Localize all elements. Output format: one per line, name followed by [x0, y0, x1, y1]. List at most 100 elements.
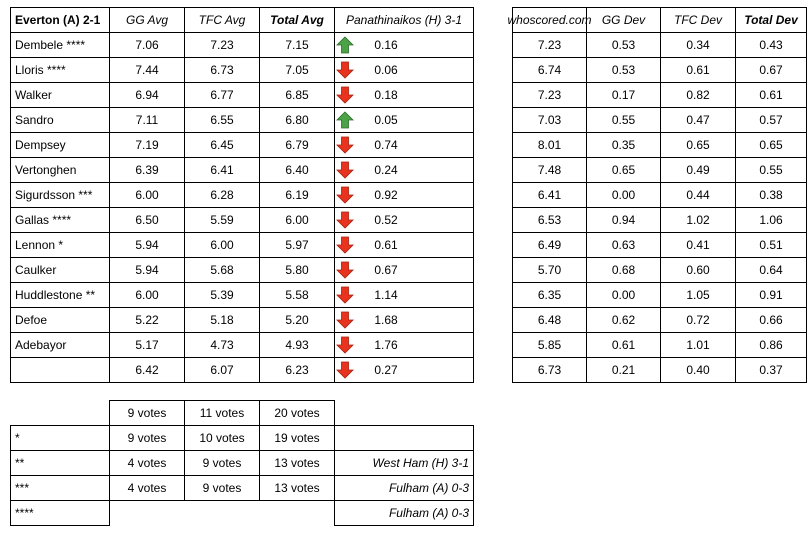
tfc-avg: 6.41 — [184, 157, 260, 183]
dev-cell: 0.61 — [660, 57, 736, 83]
gg-avg: 5.94 — [109, 232, 185, 258]
trend-arrow — [336, 61, 354, 79]
trend-arrow — [336, 136, 354, 154]
dev-cell: 0.62 — [586, 307, 661, 333]
player-name: Gallas **** — [10, 207, 110, 233]
dev-cell: 0.37 — [735, 357, 807, 383]
change: 0.61 — [334, 232, 474, 258]
gg-avg: 6.00 — [109, 282, 185, 308]
dev-cell: 0.72 — [660, 307, 736, 333]
dev-cell: 0.51 — [735, 232, 807, 258]
change: 1.68 — [334, 307, 474, 333]
header-cell: whoscored.com — [507, 7, 592, 33]
trend-arrow — [336, 111, 354, 129]
player-name: Adebayor — [10, 332, 110, 358]
dev-cell: 7.23 — [512, 82, 587, 108]
dev-cell: 0.67 — [735, 57, 807, 83]
dev-cell: 0.17 — [586, 82, 661, 108]
dev-cell: 8.01 — [512, 132, 587, 158]
header-cell: TFC Avg — [184, 7, 260, 33]
total-avg: 4.93 — [259, 332, 335, 358]
dev-cell: 0.65 — [586, 157, 661, 183]
tfc-avg: 4.73 — [184, 332, 260, 358]
gg-avg: 6.39 — [109, 157, 185, 183]
dev-cell: 0.64 — [735, 257, 807, 283]
dev-cell: 5.70 — [512, 257, 587, 283]
tfc-avg: 5.59 — [184, 207, 260, 233]
gg-avg: 7.44 — [109, 57, 185, 83]
trend-arrow — [336, 261, 354, 279]
change: 0.18 — [334, 82, 474, 108]
dev-cell: 0.60 — [660, 257, 736, 283]
votes-cell: Fulham (A) 0-3 — [334, 475, 474, 501]
gg-avg: 7.11 — [109, 107, 185, 133]
dev-cell: 0.38 — [735, 182, 807, 208]
dev-cell: 0.44 — [660, 182, 736, 208]
votes-cell: 9 votes — [184, 450, 260, 476]
dev-cell: 6.73 — [512, 357, 587, 383]
dev-cell: 0.00 — [586, 182, 661, 208]
dev-cell: 0.63 — [586, 232, 661, 258]
dev-cell: 0.91 — [735, 282, 807, 308]
total-avg: 5.97 — [259, 232, 335, 258]
dev-cell: 6.48 — [512, 307, 587, 333]
dev-cell: 1.06 — [735, 207, 807, 233]
dev-cell: 7.03 — [512, 107, 587, 133]
change: 0.52 — [334, 207, 474, 233]
votes-cell: *** — [10, 475, 110, 501]
dev-cell: 0.49 — [660, 157, 736, 183]
gg-avg: 5.94 — [109, 257, 185, 283]
tfc-avg: 5.39 — [184, 282, 260, 308]
dev-cell: 0.61 — [735, 82, 807, 108]
votes-cell: 13 votes — [259, 450, 335, 476]
change: 0.16 — [334, 32, 474, 58]
tfc-avg: 6.00 — [184, 232, 260, 258]
header-cell: Panathinaikos (H) 3-1 — [334, 7, 474, 33]
header-cell: Total Dev — [735, 7, 807, 33]
dev-cell: 5.85 — [512, 332, 587, 358]
dev-cell: 0.86 — [735, 332, 807, 358]
trend-arrow — [336, 286, 354, 304]
dev-cell: 1.02 — [660, 207, 736, 233]
dev-cell: 0.53 — [586, 57, 661, 83]
votes-cell: ** — [10, 450, 110, 476]
votes-cell: 4 votes — [109, 450, 185, 476]
change: 0.67 — [334, 257, 474, 283]
header-cell: GG Avg — [109, 7, 185, 33]
change: 0.27 — [334, 357, 474, 383]
total-avg: 5.80 — [259, 257, 335, 283]
dev-cell: 0.21 — [586, 357, 661, 383]
total-avg: 6.40 — [259, 157, 335, 183]
dev-cell: 6.41 — [512, 182, 587, 208]
votes-cell: **** — [10, 500, 110, 526]
player-name: Dembele **** — [10, 32, 110, 58]
change: 0.06 — [334, 57, 474, 83]
total-avg: 6.79 — [259, 132, 335, 158]
dev-cell: 0.34 — [660, 32, 736, 58]
header-cell: Total Avg — [259, 7, 335, 33]
total-avg: 5.58 — [259, 282, 335, 308]
change: 0.24 — [334, 157, 474, 183]
total-avg: 6.85 — [259, 82, 335, 108]
dev-cell: 1.01 — [660, 332, 736, 358]
tfc-avg: 6.28 — [184, 182, 260, 208]
gg-avg: 7.19 — [109, 132, 185, 158]
dev-cell: 0.43 — [735, 32, 807, 58]
dev-cell: 0.94 — [586, 207, 661, 233]
votes-cell — [334, 425, 474, 451]
dev-cell: 1.05 — [660, 282, 736, 308]
dev-cell: 6.35 — [512, 282, 587, 308]
dev-cell: 0.65 — [735, 132, 807, 158]
dev-cell: 0.61 — [586, 332, 661, 358]
tfc-avg: 6.77 — [184, 82, 260, 108]
votes-cell: 4 votes — [109, 475, 185, 501]
tfc-avg: 6.07 — [184, 357, 260, 383]
trend-arrow — [336, 336, 354, 354]
change: 0.05 — [334, 107, 474, 133]
player-name: Sandro — [10, 107, 110, 133]
dev-cell: 0.53 — [586, 32, 661, 58]
votes-cell: Fulham (A) 0-3 — [334, 500, 474, 526]
total-avg: 6.00 — [259, 207, 335, 233]
trend-arrow — [336, 36, 354, 54]
